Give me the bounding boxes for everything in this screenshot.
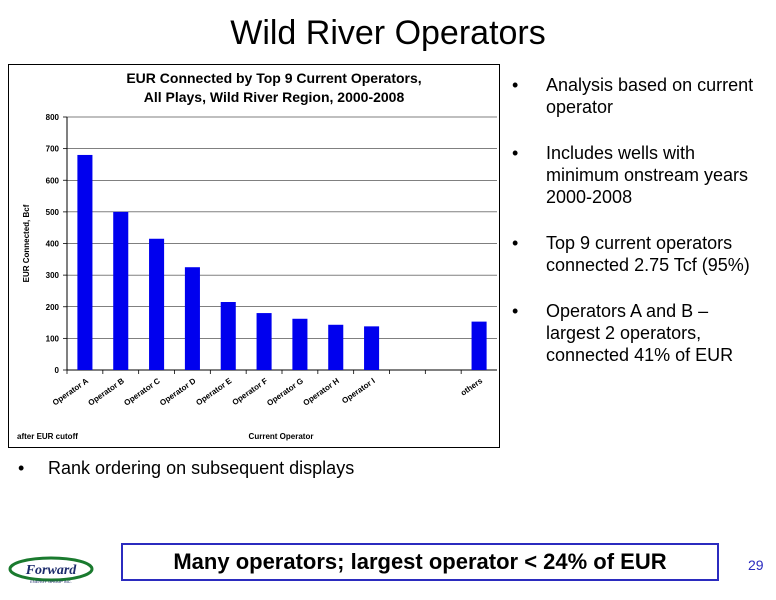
chart-title: EUR Connected by Top 9 Current Operators… xyxy=(126,70,421,86)
bullet-icon: • xyxy=(512,301,519,321)
right-bullet-list: • Analysis based on current operator • Incl… xyxy=(512,74,762,390)
chart-panel: EUR Connected by Top 9 Current Operators… xyxy=(8,64,500,448)
bullet-icon: • xyxy=(18,458,25,478)
bar xyxy=(184,267,200,370)
chart-title: All Plays, Wild River Region, 2000-2008 xyxy=(144,89,405,105)
right-bullet-text: Analysis based on current operator xyxy=(546,75,754,117)
bottom-bullet: • Rank ordering on subsequent displays xyxy=(18,458,354,479)
bar xyxy=(364,326,380,370)
y-tick-label: 0 xyxy=(55,366,60,375)
right-bullet-item: • Operators A and B – largest 2 operators… xyxy=(512,300,762,366)
x-tick-label: others xyxy=(459,376,485,398)
logo-swoosh xyxy=(8,556,94,582)
x-tick-label: Operator I xyxy=(340,376,376,405)
bar xyxy=(256,313,272,370)
right-bullet-item: • Analysis based on current operator xyxy=(512,74,762,118)
x-axis-label: Current Operator xyxy=(249,432,314,441)
bar xyxy=(149,238,165,370)
bullet-icon: • xyxy=(512,75,519,95)
callout-box: Many operators; largest operator < 24% o… xyxy=(121,543,719,581)
y-tick-label: 500 xyxy=(46,208,60,217)
x-tick-label: Operator F xyxy=(231,376,270,407)
bar xyxy=(292,318,308,370)
right-bullet-item: • Top 9 current operators connected 2.75 … xyxy=(512,232,762,276)
bottom-bullet-text: Rank ordering on subsequent displays xyxy=(48,458,355,478)
chart-note: after EUR cutoff xyxy=(17,432,78,441)
right-bullet-text: Includes wells with minimum onstream yea… xyxy=(546,143,749,207)
y-tick-label: 400 xyxy=(46,240,60,249)
y-tick-label: 800 xyxy=(46,113,60,122)
bar xyxy=(471,321,487,370)
y-axis-label: EUR Connected, Bcf xyxy=(22,204,31,282)
right-bullet-text: Operators A and B – largest 2 operators,… xyxy=(546,301,734,365)
slide-title: Wild River Operators xyxy=(230,14,546,52)
bar xyxy=(220,302,236,370)
right-bullet-text: Top 9 current operators connected 2.75 T… xyxy=(546,233,750,275)
page-number: 29 xyxy=(748,557,764,573)
y-tick-label: 200 xyxy=(46,303,60,312)
x-tick-label: Operator A xyxy=(51,376,90,407)
x-tick-label: Operator C xyxy=(122,376,162,407)
logo-wordmark: Forward xyxy=(25,563,78,578)
y-tick-label: 300 xyxy=(46,271,60,280)
x-tick-label: Operator E xyxy=(194,376,234,407)
bar xyxy=(328,324,344,370)
logo-subtext: ENERGY GROUP INC. xyxy=(30,579,72,584)
y-tick-label: 100 xyxy=(46,334,60,343)
y-tick-label: 600 xyxy=(46,176,60,185)
right-bullet-item: • Includes wells with minimum onstream ye… xyxy=(512,142,762,208)
x-tick-label: Operator D xyxy=(158,376,198,407)
bar xyxy=(77,154,93,370)
x-tick-label: Operator H xyxy=(301,376,341,407)
bar-chart: EUR Connected by Top 9 Current Operators… xyxy=(17,70,497,441)
x-tick-label: Operator G xyxy=(265,376,305,408)
y-tick-label: 700 xyxy=(46,145,60,154)
bullet-icon: • xyxy=(512,233,519,253)
forward-logo: Forward ENERGY GROUP INC. xyxy=(8,556,94,584)
x-tick-label: Operator B xyxy=(86,376,126,407)
bullet-icon: • xyxy=(512,143,519,163)
bar xyxy=(113,211,129,370)
